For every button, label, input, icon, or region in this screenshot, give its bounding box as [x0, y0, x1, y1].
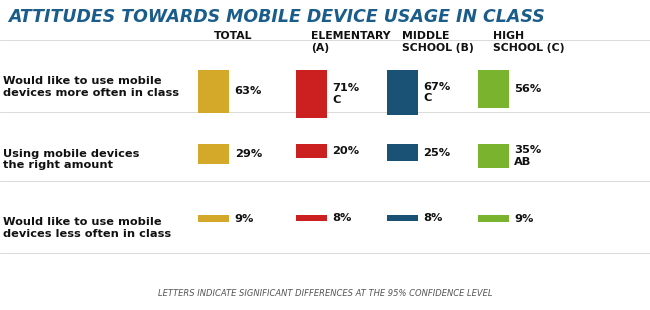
Text: 20%: 20%: [332, 146, 359, 156]
Text: MIDDLE
SCHOOL (B): MIDDLE SCHOOL (B): [402, 31, 474, 53]
Text: 67%
C: 67% C: [423, 82, 450, 104]
Text: 29%: 29%: [235, 149, 262, 159]
Text: 8%: 8%: [332, 213, 352, 223]
Text: Using mobile devices
the right amount: Using mobile devices the right amount: [3, 149, 140, 170]
Text: 56%: 56%: [514, 84, 541, 94]
Text: Would like to use mobile
devices less often in class: Would like to use mobile devices less of…: [3, 217, 172, 239]
Text: TOTAL: TOTAL: [214, 31, 252, 41]
Bar: [478, 144, 509, 168]
Bar: [296, 215, 327, 221]
Text: ATTITUDES TOWARDS MOBILE DEVICE USAGE IN CLASS: ATTITUDES TOWARDS MOBILE DEVICE USAGE IN…: [8, 8, 545, 26]
Text: HIGH
SCHOOL (C): HIGH SCHOOL (C): [493, 31, 565, 53]
Text: 35%
AB: 35% AB: [514, 145, 541, 167]
Bar: [296, 144, 327, 158]
Bar: [387, 70, 418, 115]
Bar: [198, 70, 229, 113]
Text: 9%: 9%: [514, 214, 534, 224]
Text: ELEMENTARY
(A): ELEMENTARY (A): [311, 31, 391, 53]
Bar: [387, 215, 418, 221]
Bar: [296, 70, 327, 118]
Bar: [478, 70, 509, 108]
Text: 63%: 63%: [235, 86, 262, 96]
Text: 71%
C: 71% C: [332, 83, 359, 105]
Text: 9%: 9%: [235, 214, 254, 224]
Text: 8%: 8%: [423, 213, 443, 223]
Text: 25%: 25%: [423, 148, 450, 158]
Bar: [478, 215, 509, 222]
Bar: [387, 144, 418, 161]
Text: LETTERS INDICATE SIGNIFICANT DIFFERENCES AT THE 95% CONFIDENCE LEVEL: LETTERS INDICATE SIGNIFICANT DIFFERENCES…: [158, 289, 492, 298]
Text: Would like to use mobile
devices more often in class: Would like to use mobile devices more of…: [3, 76, 179, 98]
Bar: [198, 144, 229, 164]
Bar: [198, 215, 229, 222]
